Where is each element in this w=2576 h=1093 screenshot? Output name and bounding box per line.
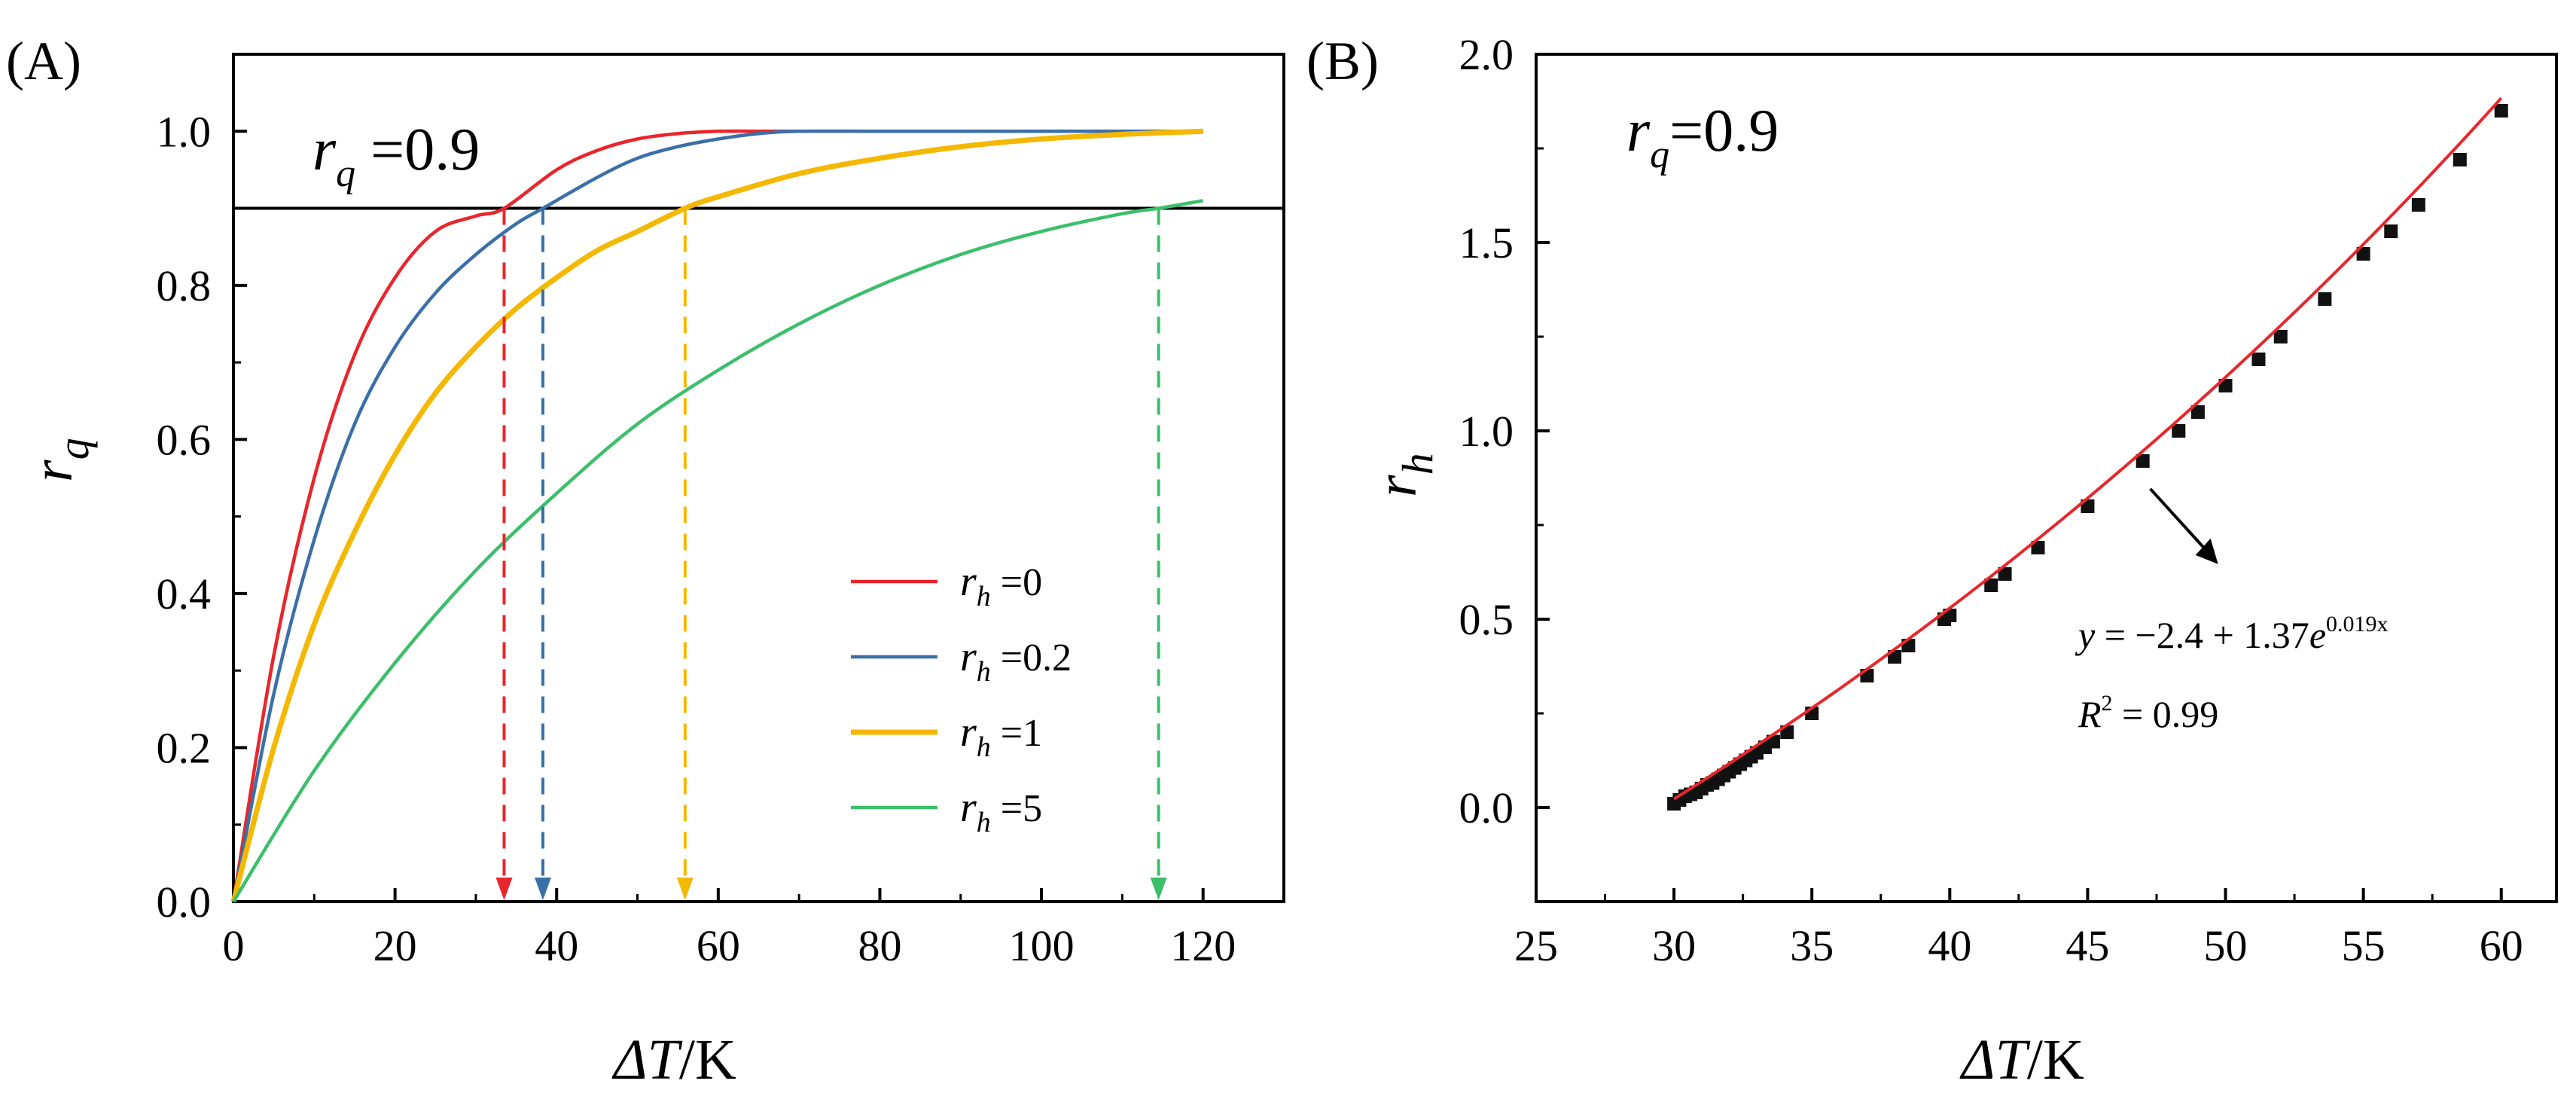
series-line	[232, 199, 1204, 903]
panel-b-y-axis-title: rh	[1365, 453, 1442, 497]
panel-b-annotation: rq=0.9	[1626, 98, 1779, 176]
panel-a-x-axis-title: ΔT/K	[611, 1028, 736, 1091]
x-tick-label: 45	[2065, 921, 2109, 970]
legend-label: rh =5	[960, 784, 1042, 838]
scatter-point	[2318, 292, 2332, 306]
x-tick-label: 80	[858, 921, 901, 970]
panel-b-label: (B)	[1306, 31, 1379, 91]
scatter-point	[2273, 330, 2288, 343]
y-tick-label: 0.0	[1459, 783, 1514, 832]
panel-b-frame	[1535, 53, 2558, 903]
y-tick-label: 1.0	[157, 107, 212, 156]
panel-a-legend: rh =0 rh =0.2 rh =1 rh =5	[851, 558, 1072, 838]
dashed-marker-arrowhead	[1150, 878, 1167, 900]
fit-r-squared: R2 = 0.99	[2078, 691, 2218, 735]
scatter-point	[1984, 579, 1998, 592]
scatter-point	[1998, 567, 2012, 581]
series-line	[230, 128, 1203, 902]
x-tick-label: 0	[223, 921, 245, 970]
panel-a-y-axis-title: rq	[21, 438, 98, 482]
x-tick-label: 40	[1928, 921, 1971, 970]
x-tick-label: 50	[2204, 921, 2248, 970]
panel-a-annotation: rq =0.9	[312, 117, 480, 195]
dashed-marker-arrowhead	[534, 878, 551, 900]
x-tick-label: 60	[2480, 921, 2523, 970]
panel-a-series	[230, 128, 1284, 903]
scatter-point	[2135, 454, 2150, 468]
scatter-point	[2031, 541, 2045, 554]
fit-curve	[1673, 96, 2503, 801]
y-tick-label: 0.6	[157, 415, 212, 464]
x-tick-label: 35	[1790, 921, 1834, 970]
y-tick-label: 0.2	[157, 723, 212, 772]
x-tick-label: 120	[1170, 921, 1236, 970]
annotation-arrowhead	[2195, 538, 2218, 564]
legend-label: rh =1	[960, 709, 1042, 763]
panel-a-frame	[232, 53, 1285, 903]
x-tick-label: 55	[2342, 921, 2385, 970]
panel-a-label: (A)	[6, 31, 81, 91]
x-tick-label: 40	[535, 921, 578, 970]
panel-a-axes: 0 20 40 60 80 100 120 0.0 0.2 0.4 0.6 0.8 1.0	[157, 53, 1236, 970]
x-tick-label: 30	[1652, 921, 1696, 970]
panel-b-x-axis-title: ΔT/K	[1959, 1028, 2084, 1091]
fit-equation: y = −2.4 + 1.37e0.019x	[2075, 612, 2389, 656]
series-line	[231, 129, 1203, 902]
scatter-point	[2411, 198, 2425, 212]
x-tick-label: 20	[373, 921, 417, 970]
dashed-marker-arrowhead	[676, 878, 694, 900]
scatter-point	[2384, 224, 2398, 238]
scatter-point	[2494, 104, 2508, 118]
annotation-arrow-line	[2149, 487, 2212, 557]
panel-b-chart: (B) 25 30 35 40 45 50 55 60 0.0 0.5 1.0 1.5 2.0 rq=0…	[1306, 30, 2558, 1091]
y-tick-label: 1.5	[1459, 218, 1514, 267]
panel-b-axes: 25 30 35 40 45 50 55 60 0.0 0.5 1.0 1.5 2.0	[1459, 30, 2523, 970]
scatter-point	[2251, 353, 2266, 366]
dashed-marker-arrowhead	[495, 878, 513, 900]
y-tick-label: 2.0	[1459, 30, 1514, 79]
x-tick-label: 100	[1009, 921, 1075, 970]
legend-label: rh =0.2	[960, 634, 1072, 688]
scatter-point	[2172, 424, 2186, 438]
panel-b-series	[1667, 96, 2508, 811]
y-tick-label: 0.8	[157, 261, 212, 310]
y-tick-label: 0.0	[157, 878, 212, 927]
series-line	[231, 129, 1203, 902]
scatter-point	[2356, 247, 2370, 261]
legend-label: rh =0	[960, 558, 1042, 612]
scatter-point	[2453, 153, 2467, 166]
panel-a-chart: (A) 0 20 40 60 80 100 120 0.0 0.2 0.4 0.6 0.8 1.0 rq…	[6, 31, 1285, 1091]
scatter-point	[2190, 405, 2205, 419]
y-tick-label: 0.5	[1459, 595, 1514, 644]
x-tick-label: 25	[1514, 921, 1558, 970]
y-tick-label: 1.0	[1459, 407, 1514, 456]
y-tick-label: 0.4	[157, 569, 212, 618]
x-tick-label: 60	[697, 921, 740, 970]
